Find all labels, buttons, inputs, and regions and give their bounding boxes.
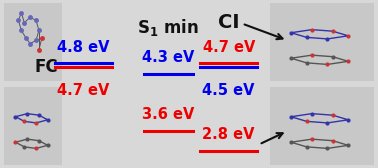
Text: FC: FC — [35, 58, 59, 76]
Bar — [270, 3, 374, 81]
Bar — [4, 87, 62, 165]
Text: 2.8 eV: 2.8 eV — [203, 127, 255, 142]
Text: 3.6 eV: 3.6 eV — [142, 107, 194, 122]
Bar — [4, 3, 62, 81]
Text: CI: CI — [218, 13, 239, 32]
Text: 4.7 eV: 4.7 eV — [203, 39, 255, 55]
Bar — [270, 87, 374, 165]
Text: 4.3 eV: 4.3 eV — [142, 50, 194, 65]
Text: 4.8 eV: 4.8 eV — [57, 39, 109, 55]
Text: $\mathbf{S_1}$ min: $\mathbf{S_1}$ min — [137, 17, 199, 38]
Text: 4.7 eV: 4.7 eV — [57, 83, 109, 98]
Text: 4.5 eV: 4.5 eV — [203, 83, 255, 98]
